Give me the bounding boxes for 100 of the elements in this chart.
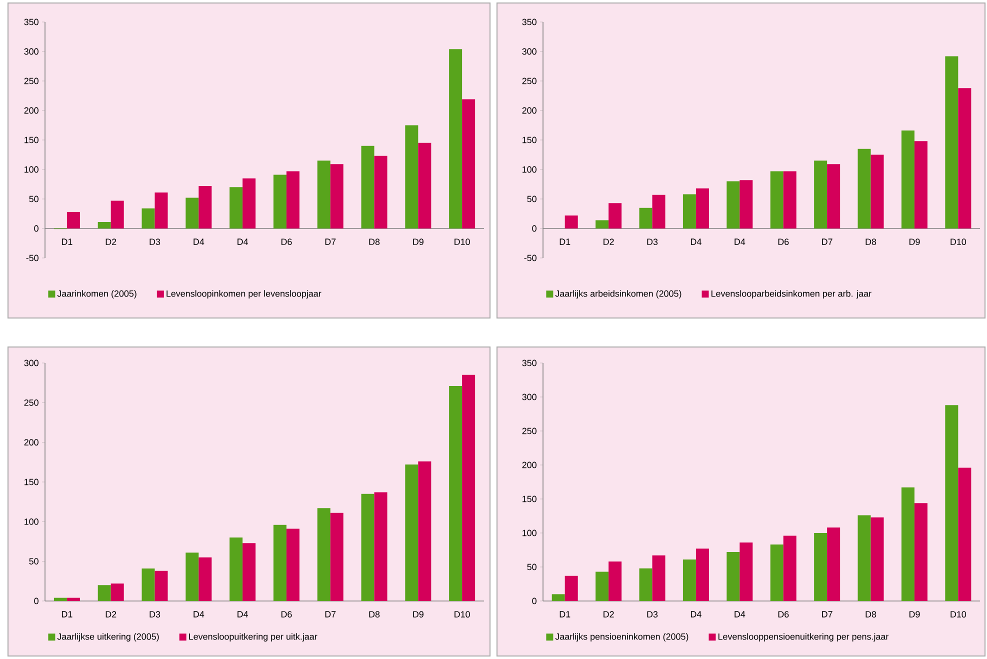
bar — [726, 181, 740, 228]
y-tick-label: 0 — [532, 225, 536, 232]
y-tick-label: 200 — [522, 462, 536, 468]
x-tick-label: D4 — [734, 611, 746, 618]
y-tick-label: 350 — [522, 360, 536, 366]
x-tick-label: D2 — [604, 238, 614, 245]
x-tick-label: D7 — [822, 238, 832, 245]
x-tick-label: D6 — [281, 238, 292, 246]
bar — [814, 532, 828, 601]
y-tick-label: 150 — [522, 496, 536, 502]
y-tick-label: 150 — [24, 136, 38, 144]
y-tick-label: 350 — [522, 18, 536, 26]
x-tick-label: D6 — [778, 611, 789, 618]
y-tick-label: -50 — [524, 254, 536, 262]
bar — [596, 220, 609, 228]
y-tick-label: 50 — [527, 196, 536, 202]
bar — [901, 130, 914, 228]
bar — [827, 164, 840, 228]
bar — [462, 99, 476, 228]
x-tick-label: D1 — [62, 611, 72, 618]
y-tick-label: 0 — [532, 598, 536, 604]
bar — [286, 171, 300, 228]
x-tick-label: D3 — [150, 611, 160, 618]
x-tick-label: D10 — [950, 238, 966, 246]
x-tick-label: D10 — [454, 238, 470, 246]
x-tick-label: D8 — [866, 238, 876, 246]
y-tick-label: 300 — [522, 394, 536, 400]
x-tick-label: D4 — [194, 238, 204, 245]
x-tick-label: D3 — [150, 238, 160, 246]
y-tick-label: 150 — [522, 136, 536, 144]
bar — [273, 174, 286, 228]
bar — [66, 212, 80, 228]
bar — [242, 543, 256, 601]
bar — [870, 154, 884, 228]
bar — [374, 156, 388, 228]
bar — [142, 568, 155, 601]
y-tick-label: 50 — [527, 564, 536, 570]
bar — [696, 188, 709, 228]
x-tick-label: D1 — [62, 238, 72, 245]
bar — [652, 194, 666, 228]
bar — [770, 544, 784, 601]
bar — [639, 568, 652, 601]
bar — [142, 208, 155, 228]
bar — [286, 528, 300, 601]
bar — [418, 461, 432, 601]
bar — [154, 570, 168, 601]
x-tick-label: D4 — [690, 611, 702, 618]
bar — [740, 180, 753, 228]
bar — [770, 171, 784, 228]
bar — [608, 562, 622, 601]
legend-label: Jaarlijks pensioeninkomen (2005) — [555, 633, 688, 642]
bar — [98, 585, 111, 601]
bar — [682, 194, 696, 228]
x-tick-label: D6 — [778, 238, 789, 246]
bar — [361, 146, 374, 228]
bar — [958, 88, 972, 228]
legend-label: Levenslooppensioenuitkering per pens.jaar — [718, 633, 889, 642]
bar — [462, 374, 476, 601]
bar — [405, 464, 418, 601]
bar — [682, 560, 696, 601]
x-tick-label: D7 — [325, 611, 336, 618]
y-tick-label: 300 — [24, 360, 38, 366]
x-tick-label: D2 — [604, 611, 614, 618]
bar — [608, 203, 622, 228]
y-tick-label: 100 — [24, 518, 38, 525]
y-tick-label: 100 — [522, 530, 536, 536]
x-tick-label: D9 — [909, 238, 920, 246]
x-tick-label: D7 — [325, 238, 336, 245]
bar — [596, 572, 609, 601]
y-tick-label: 250 — [522, 78, 536, 84]
bar — [361, 494, 374, 601]
bar — [186, 198, 199, 228]
bar — [914, 503, 928, 601]
bar — [914, 141, 928, 228]
x-tick-label: D10 — [454, 611, 470, 618]
x-tick-label: D1 — [560, 238, 570, 245]
bar — [696, 548, 709, 601]
bar — [958, 468, 972, 601]
y-tick-label: 50 — [29, 558, 38, 564]
bar — [814, 160, 828, 228]
bar — [405, 125, 418, 228]
y-tick-label: 150 — [24, 478, 38, 486]
bar — [317, 508, 330, 601]
y-tick-label: 100 — [24, 166, 38, 173]
bar — [66, 598, 80, 601]
bar — [154, 192, 168, 228]
x-tick-label: D3 — [647, 238, 658, 246]
bar — [317, 160, 330, 228]
y-tick-label: 350 — [24, 18, 38, 26]
legend-label: Jaarinkomen (2005) — [57, 290, 136, 299]
bar — [110, 584, 124, 601]
y-tick-label: 200 — [24, 439, 38, 446]
legend-label: Levenslooparbeidsinkomen per arb. jaar — [711, 290, 872, 299]
bar — [552, 594, 565, 601]
bar — [418, 142, 432, 228]
x-tick-label: D8 — [369, 238, 380, 246]
bar — [449, 49, 462, 228]
bar — [564, 216, 578, 228]
legend-label: Levensloopuitkering per uitk.jaar — [189, 633, 318, 642]
legend-label: Jaarlijks arbeidsinkomen (2005) — [555, 290, 682, 299]
